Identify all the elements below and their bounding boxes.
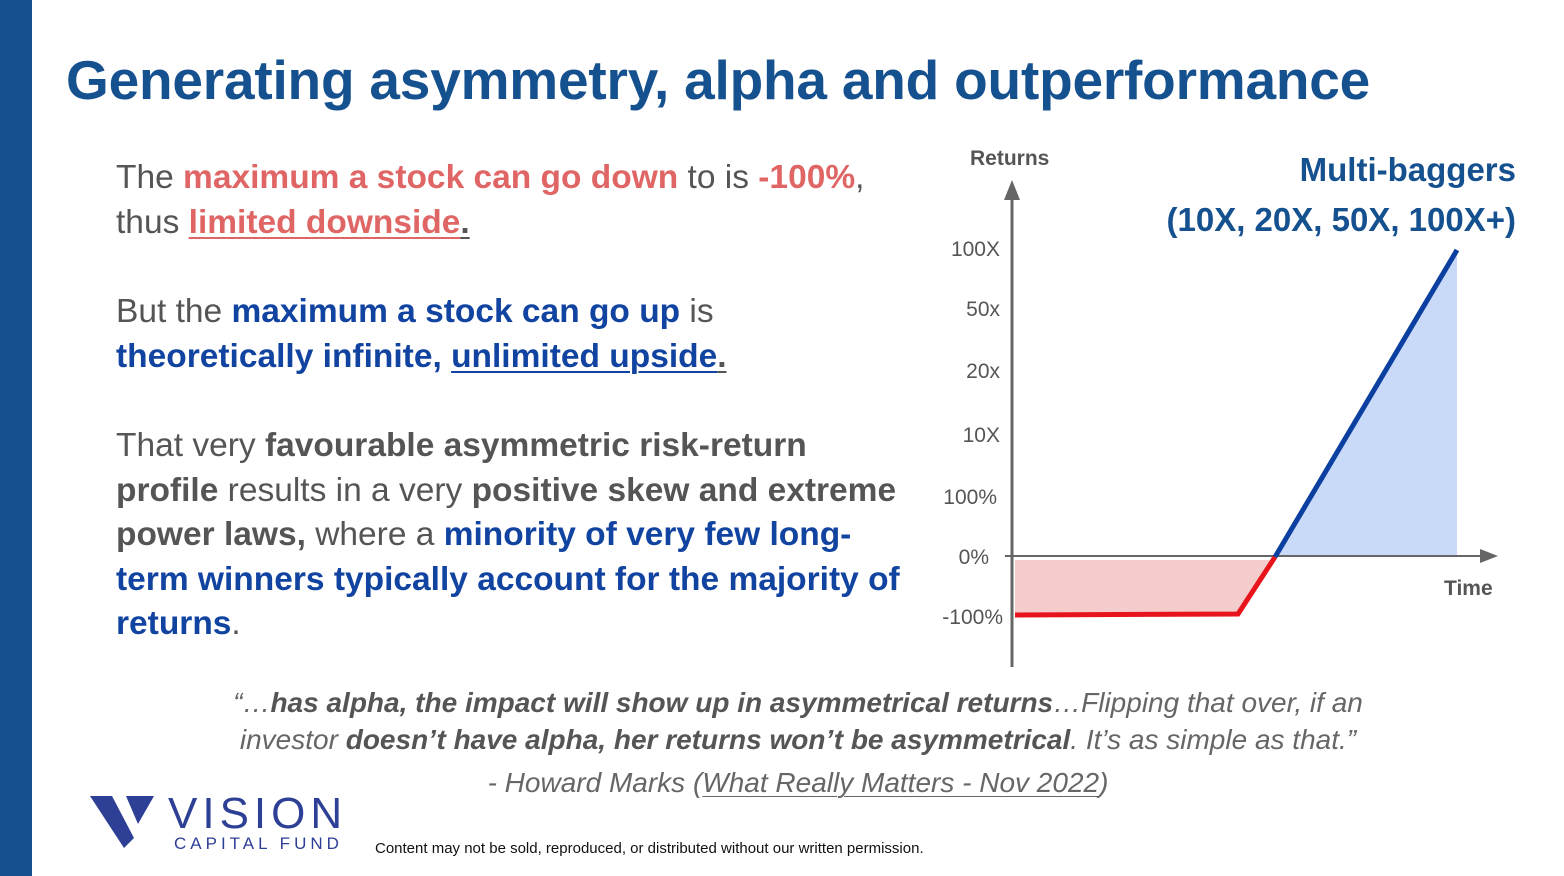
text-segment: limited downside: [188, 203, 461, 241]
text-segment: to is: [678, 159, 759, 196]
y-tick-label: 100%: [943, 486, 997, 509]
logo-wordmark: VISION: [168, 789, 348, 838]
text-segment: , thus: [116, 159, 865, 241]
text-segment: unlimited upside: [451, 337, 718, 375]
text-segment: maximum a stock can go up: [231, 293, 681, 330]
attribution-suffix: ): [1099, 767, 1109, 798]
y-axis-arrowhead: [1004, 180, 1020, 200]
text-segment: where a: [305, 516, 444, 553]
y-tick-label: 50x: [966, 298, 1000, 321]
attribution-prefix: - Howard Marks (: [487, 767, 703, 798]
text-segment: But the: [116, 293, 232, 330]
text-segment: The: [116, 159, 184, 196]
vision-logo-mark: [90, 796, 154, 848]
y-tick-label: 10X: [962, 424, 1000, 447]
x-axis-arrowhead: [1480, 549, 1498, 563]
text-segment: favourable asymmetric risk-return profil…: [116, 427, 807, 509]
text-segment: “…: [233, 687, 271, 718]
text-segment: is: [680, 293, 714, 330]
text-segment: results in a very: [218, 471, 472, 509]
text-segment: -100%: [758, 159, 856, 196]
text-segment: investor: [239, 724, 346, 755]
y-axis-title: Returns: [970, 147, 1050, 170]
text-segment: maximum a stock can go down: [183, 159, 679, 196]
text-segment: minority of very few long-term winners t…: [116, 516, 900, 642]
x-axis-title: Time: [1444, 577, 1493, 600]
paragraph-asymmetry: That very favourable asymmetric risk-ret…: [116, 424, 911, 647]
text-segment: . It’s as simple as that.”: [1070, 724, 1357, 755]
downside-area: [1015, 560, 1274, 614]
upside-line: [1272, 248, 1460, 559]
y-tick-label: 20x: [966, 360, 1000, 383]
text-segment: …Flipping that over, if an: [1053, 687, 1363, 718]
text-segment: positive skew and extreme power laws,: [116, 471, 897, 554]
paragraph-upside: But the maximum a stock can go up is the…: [116, 290, 906, 379]
quote-line-2: investor doesn’t have alpha, her returns…: [60, 723, 1536, 757]
quote-attribution: - Howard Marks (What Really Matters - No…: [60, 766, 1536, 800]
source-link[interactable]: What Really Matters - Nov 2022: [702, 767, 1100, 798]
brand-sidebar-bar: [0, 0, 32, 876]
text-segment: .: [460, 203, 470, 241]
text-segment: has alpha, the impact will show up in as…: [270, 687, 1054, 718]
text-segment: .: [231, 605, 241, 642]
quote-line-1: “…has alpha, the impact will show up in …: [60, 686, 1536, 720]
text-segment: theoretically infinite,: [116, 337, 452, 375]
logo-subtitle: CAPITAL FUND: [174, 834, 343, 853]
y-tick-label: 0%: [958, 546, 989, 569]
downside-line: [1014, 555, 1278, 618]
paragraph-downside: The maximum a stock can go down to is -1…: [116, 156, 906, 245]
text-segment: That very: [116, 427, 265, 464]
y-tick-label: -100%: [942, 606, 1003, 629]
text-segment: doesn’t have alpha, her returns won’t be…: [345, 724, 1071, 755]
text-segment: .: [717, 337, 727, 375]
multibaggers-callout-title: Multi-baggers: [1299, 151, 1516, 188]
y-tick-label: 100X: [950, 238, 1000, 261]
copyright-notice: Content may not be sold, reproduced, or …: [375, 840, 924, 857]
multibaggers-callout-examples: (10X, 20X, 50X, 100X+): [1166, 201, 1516, 238]
slide-title: Generating asymmetry, alpha and outperfo…: [66, 49, 1371, 111]
